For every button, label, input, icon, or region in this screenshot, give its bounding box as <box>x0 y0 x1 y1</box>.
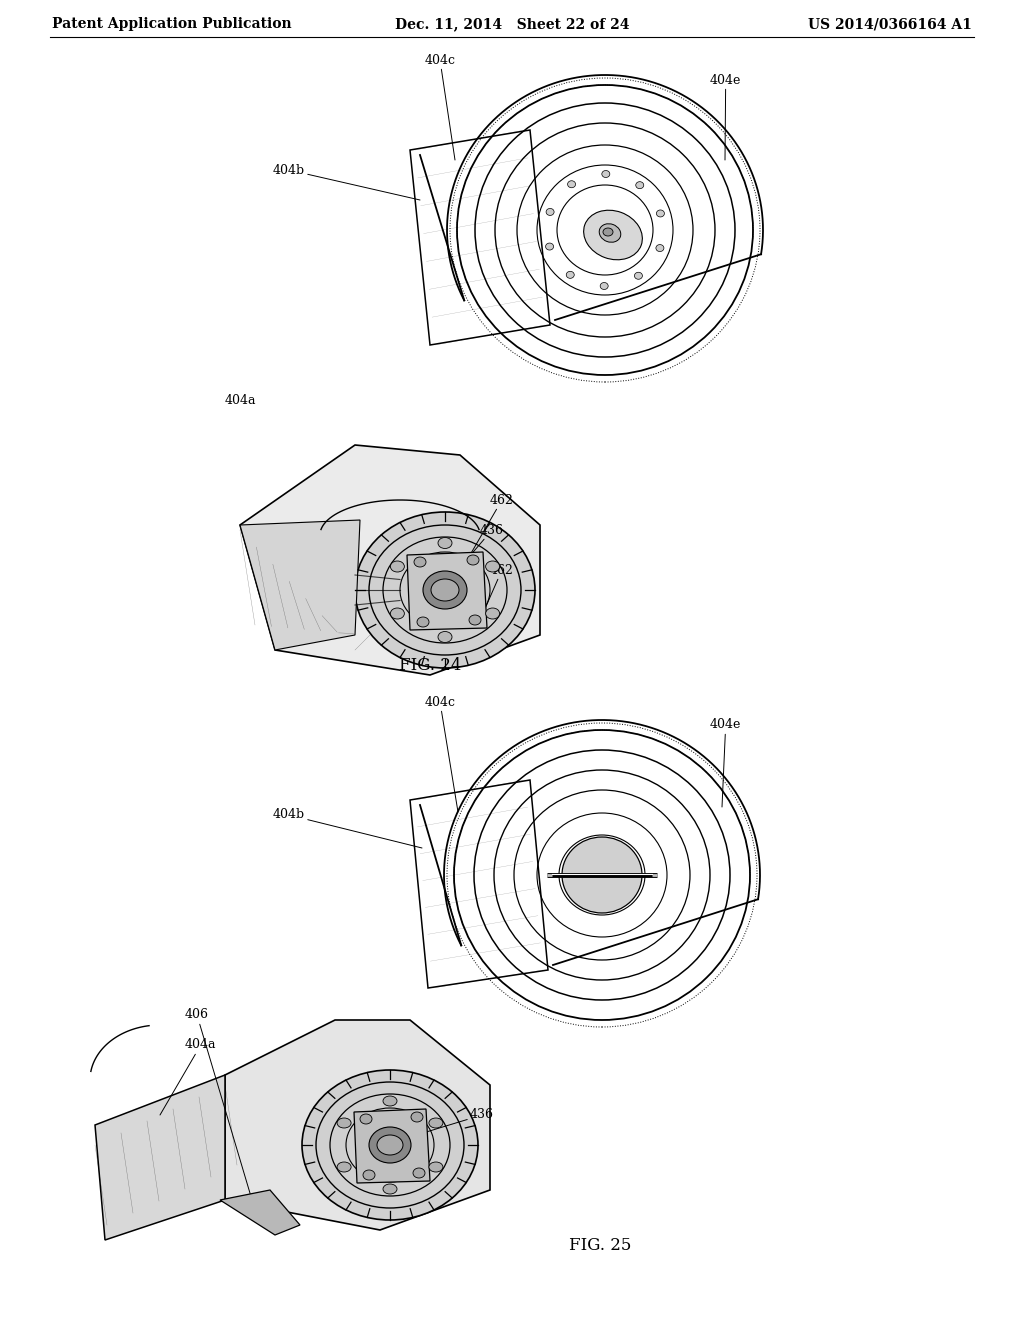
Ellipse shape <box>414 557 426 568</box>
Ellipse shape <box>355 512 535 668</box>
Polygon shape <box>407 552 487 630</box>
Ellipse shape <box>467 554 479 565</box>
Polygon shape <box>354 1109 430 1183</box>
Ellipse shape <box>417 616 429 627</box>
Ellipse shape <box>383 1184 397 1195</box>
Text: FIG. 25: FIG. 25 <box>568 1237 631 1254</box>
Ellipse shape <box>390 609 404 619</box>
Text: 404c: 404c <box>425 696 458 812</box>
Ellipse shape <box>599 224 621 243</box>
Ellipse shape <box>584 210 642 260</box>
Text: 404b: 404b <box>272 164 420 201</box>
Ellipse shape <box>635 272 642 280</box>
Text: 462: 462 <box>470 494 514 554</box>
Text: 436: 436 <box>400 1109 494 1140</box>
Ellipse shape <box>431 579 459 601</box>
Ellipse shape <box>546 209 554 215</box>
Ellipse shape <box>369 1127 411 1163</box>
Ellipse shape <box>485 561 500 572</box>
Text: 404e: 404e <box>710 74 741 160</box>
Ellipse shape <box>602 170 610 177</box>
Text: 406: 406 <box>185 1008 255 1210</box>
Polygon shape <box>220 1191 300 1236</box>
Text: 404a: 404a <box>225 393 256 407</box>
Ellipse shape <box>360 1114 372 1125</box>
Text: 436: 436 <box>445 524 504 585</box>
Ellipse shape <box>362 1170 375 1180</box>
Ellipse shape <box>337 1162 351 1172</box>
Ellipse shape <box>566 272 574 279</box>
Polygon shape <box>95 1074 225 1239</box>
Ellipse shape <box>411 1111 423 1122</box>
Ellipse shape <box>603 228 613 236</box>
Ellipse shape <box>438 537 452 549</box>
Polygon shape <box>225 1020 490 1230</box>
Text: 404b: 404b <box>272 808 422 847</box>
Ellipse shape <box>485 609 500 619</box>
Ellipse shape <box>636 182 644 189</box>
Ellipse shape <box>656 210 665 216</box>
Ellipse shape <box>600 282 608 289</box>
Text: 404c: 404c <box>425 54 456 160</box>
Ellipse shape <box>567 181 575 187</box>
Polygon shape <box>240 445 540 675</box>
Text: Patent Application Publication: Patent Application Publication <box>52 17 292 30</box>
Text: FIG. 24: FIG. 24 <box>398 656 461 673</box>
Ellipse shape <box>546 243 554 249</box>
Text: 462: 462 <box>480 564 514 620</box>
Ellipse shape <box>413 1168 425 1177</box>
Ellipse shape <box>562 837 642 913</box>
Ellipse shape <box>302 1071 478 1220</box>
Ellipse shape <box>383 1096 397 1106</box>
Ellipse shape <box>429 1162 443 1172</box>
Ellipse shape <box>377 1135 403 1155</box>
Ellipse shape <box>390 561 404 572</box>
Ellipse shape <box>656 244 664 252</box>
Text: 404a: 404a <box>160 1039 216 1115</box>
Text: 404e: 404e <box>710 718 741 807</box>
Ellipse shape <box>337 1118 351 1129</box>
Ellipse shape <box>438 631 452 643</box>
Text: Dec. 11, 2014   Sheet 22 of 24: Dec. 11, 2014 Sheet 22 of 24 <box>394 17 630 30</box>
Ellipse shape <box>429 1118 443 1129</box>
Polygon shape <box>240 520 360 649</box>
Ellipse shape <box>469 615 481 624</box>
Ellipse shape <box>423 572 467 609</box>
Text: US 2014/0366164 A1: US 2014/0366164 A1 <box>808 17 972 30</box>
